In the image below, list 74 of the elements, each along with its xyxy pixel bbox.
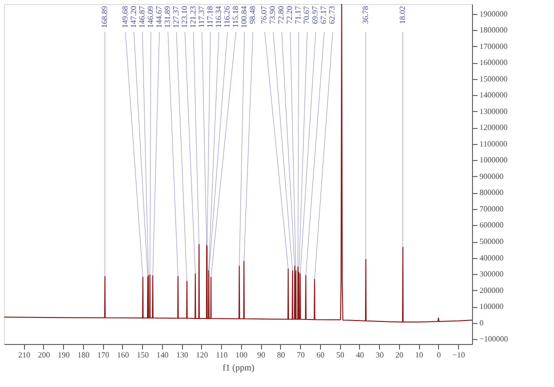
x-tick-label: 210 <box>18 350 30 360</box>
annotation: 72.80 <box>276 6 286 24</box>
y-tick-label: 1800000 <box>480 26 508 35</box>
annotation: 149.68 <box>120 6 130 28</box>
x-tick-label: 130 <box>176 350 188 360</box>
y-tick-label: 1100000 <box>480 139 508 148</box>
x-tick-label: 20 <box>395 350 404 360</box>
y-tick-label: −100000 <box>480 334 508 344</box>
x-tick-label: 90 <box>257 350 266 360</box>
x-tick-label: 40 <box>356 350 364 360</box>
y-tick-label: 1900000 <box>480 9 508 18</box>
y-tick-label: 1400000 <box>480 90 508 100</box>
x-tick-label: −10 <box>452 350 465 360</box>
annotation: 131.89 <box>162 6 172 28</box>
y-tick-label: 300000 <box>480 270 504 279</box>
annotation: 72.20 <box>285 6 294 24</box>
annotation: 67.17 <box>319 6 328 24</box>
annotation: 73.90 <box>268 6 278 24</box>
line-series <box>4 4 472 323</box>
annotation: 62.73 <box>328 6 337 24</box>
x-tick-label: 200 <box>38 350 50 360</box>
x-tick-label: 150 <box>136 350 149 360</box>
y-tick-label: 1000000 <box>480 156 508 165</box>
x-tick-label: 80 <box>276 350 285 360</box>
annotation: 71.17 <box>294 6 303 24</box>
annotation: 116.34 <box>214 6 223 28</box>
annotation: 36.78 <box>360 6 370 24</box>
annotation: 18.02 <box>398 6 407 24</box>
y-tick-label: 1600000 <box>480 58 508 68</box>
annotation: 100.84 <box>239 6 248 28</box>
y-tick-label: 900000 <box>480 172 504 181</box>
y-tick-label: 1700000 <box>480 42 508 51</box>
x-axis-title: f1 (ppm) <box>222 362 254 372</box>
y-tick-label: 1200000 <box>480 123 508 132</box>
x-tick-label: 70 <box>296 350 305 360</box>
annotation: 76.07 <box>260 6 269 24</box>
x-tick-label: 180 <box>77 350 90 360</box>
annotation: 168.89 <box>100 6 109 28</box>
annotation: 146.87 <box>137 6 146 28</box>
x-tick-label: 140 <box>156 350 168 360</box>
x-tick-label: 110 <box>216 350 228 360</box>
y-tick-label: 1500000 <box>480 74 508 84</box>
y-tick-label: 600000 <box>480 220 504 230</box>
annotation: 69.97 <box>310 6 320 24</box>
y-tick-label: 1300000 <box>480 106 508 116</box>
annotation: 127.37 <box>171 6 180 28</box>
x-tick-label: 100 <box>235 350 248 360</box>
x-tick-label: 170 <box>97 350 110 360</box>
annotation: 147.20 <box>128 6 138 28</box>
y-tick-label: 100000 <box>480 302 504 312</box>
annotation: 146.09 <box>146 6 155 28</box>
y-tick-label: 0 <box>480 318 484 328</box>
x-tick-label: 60 <box>316 350 324 360</box>
x-tick-label: 190 <box>58 350 70 360</box>
annotation: 117.37 <box>196 6 206 28</box>
annotation: 115.18 <box>230 6 240 28</box>
annotation: 121.23 <box>188 6 198 28</box>
y-tick-label: 200000 <box>480 286 504 295</box>
x-tick-label: 160 <box>116 350 129 360</box>
x-tick-label: 0 <box>436 350 441 360</box>
x-tick-label: 10 <box>415 350 424 360</box>
annotation: 123.10 <box>180 6 189 28</box>
y-tick-label: 700000 <box>480 204 504 214</box>
y-tick-label: 500000 <box>480 237 504 246</box>
x-tick-label: 30 <box>376 350 384 360</box>
x-tick-label: 120 <box>196 350 208 360</box>
y-tick-label: 800000 <box>480 188 504 198</box>
annotation: 70.67 <box>302 6 312 24</box>
annotation: 144.67 <box>154 6 164 28</box>
annotation: 98.48 <box>248 6 257 24</box>
y-tick-label: 400000 <box>480 253 504 262</box>
annotation: 117.18 <box>205 6 214 28</box>
x-tick-label: 50 <box>336 350 344 360</box>
annotation: 116.26 <box>222 6 232 28</box>
